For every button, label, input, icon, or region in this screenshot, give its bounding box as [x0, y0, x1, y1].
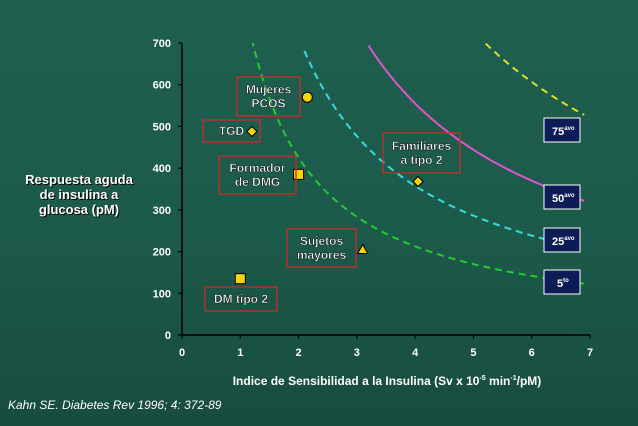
x-axis-title-suffix: /pM) — [516, 374, 542, 388]
point-diamond — [412, 175, 424, 188]
point-triangle — [356, 243, 369, 254]
point-label-text: DM tipo 2 — [214, 292, 268, 306]
x-tick-label: 3 — [354, 347, 360, 359]
percentile-label-25: 25avo — [543, 227, 581, 253]
point-label-box — [202, 119, 261, 143]
point-label-box — [286, 228, 357, 268]
percentile-text: 25avo — [552, 236, 575, 248]
percentile-curve-5 — [251, 43, 585, 285]
percentile-box — [543, 269, 581, 295]
x-tick-label: 7 — [587, 347, 593, 359]
point-label-text: Familiares — [392, 139, 452, 153]
x-axis-title: Indice de Sensibilidad a la Insulina (Sv… — [182, 374, 592, 388]
x-axis-title-middle: min — [485, 374, 511, 388]
percentile-label-50: 50avo — [543, 184, 581, 210]
percentile-base: 75 — [552, 126, 564, 138]
point-label-box — [218, 155, 297, 195]
y-tick-label: 300 — [153, 205, 171, 217]
point-label-1: TGD — [202, 119, 261, 143]
x-tick-label: 0 — [179, 347, 185, 359]
percentile-curve-25 — [303, 50, 585, 250]
y-tick-label: 600 — [153, 80, 171, 92]
x-tick-label: 2 — [296, 347, 302, 359]
y-tick-label: 0 — [165, 330, 171, 342]
percentile-suffix: avo — [564, 236, 575, 242]
percentile-box — [543, 184, 581, 210]
x-axis-title-sup2: -1 — [510, 375, 517, 382]
percentile-label-75: 75avo — [543, 117, 581, 143]
point-label-box — [382, 132, 461, 174]
percentile-box — [543, 227, 581, 253]
y-tick-label: 400 — [153, 163, 171, 175]
percentile-base: 5 — [557, 278, 563, 290]
y-tick-label: 500 — [153, 121, 171, 133]
point-label-text: PCOS — [251, 97, 285, 111]
point-label-text: de DMG — [235, 175, 280, 189]
percentile-base: 25 — [552, 236, 564, 248]
axes: 0 100 200 300 400 500 600 700 0 1 2 3 4 5 6 7 — [153, 38, 593, 359]
x-tick-label: 6 — [529, 347, 535, 359]
y-tick-label: 700 — [153, 38, 171, 50]
x-axis-title-prefix: Indice de Sensibilidad a la Insulina (Sv… — [232, 374, 480, 388]
y-tick-label: 100 — [153, 288, 171, 300]
point-circle — [301, 91, 313, 103]
percentile-text: 75avo — [552, 126, 575, 138]
y-tick-label: 200 — [153, 247, 171, 259]
point-label-text: Formador — [229, 161, 285, 175]
x-tick-label: 1 — [237, 347, 243, 359]
percentile-label-5: 5to — [543, 269, 581, 295]
data-points — [234, 91, 424, 285]
percentile-text: 50avo — [552, 193, 575, 205]
y-axis-title: Respuesta aguda de insulina a glucosa (p… — [25, 172, 133, 217]
x-tick-label: 5 — [470, 347, 476, 359]
point-label-text: a tipo 2 — [400, 153, 442, 167]
x-tick-label: 4 — [412, 347, 419, 359]
point-label-box — [236, 76, 301, 117]
percentile-box — [543, 117, 581, 143]
point-square — [234, 273, 246, 285]
point-label-text: Mujeres — [246, 83, 292, 97]
point-label-5: DM tipo 2 — [204, 286, 278, 312]
percentile-suffix: to — [563, 278, 569, 284]
percentile-suffix: avo — [564, 126, 575, 132]
percentile-base: 50 — [552, 193, 564, 205]
percentile-text: 5to — [557, 278, 569, 290]
point-label-text: mayores — [297, 248, 347, 262]
percentile-suffix: avo — [564, 193, 575, 199]
point-label-text: TGD — [219, 124, 245, 138]
point-label-box — [204, 286, 278, 312]
x-axis-title-sup1: -5 — [479, 375, 486, 382]
point-square — [293, 168, 305, 180]
percentile-curve-75 — [483, 43, 585, 116]
point-label-text: Sujetos — [300, 234, 344, 248]
citation: Kahn SE. Diabetes Rev 1996; 4: 372-89 — [8, 398, 222, 412]
point-diamond — [246, 125, 258, 138]
